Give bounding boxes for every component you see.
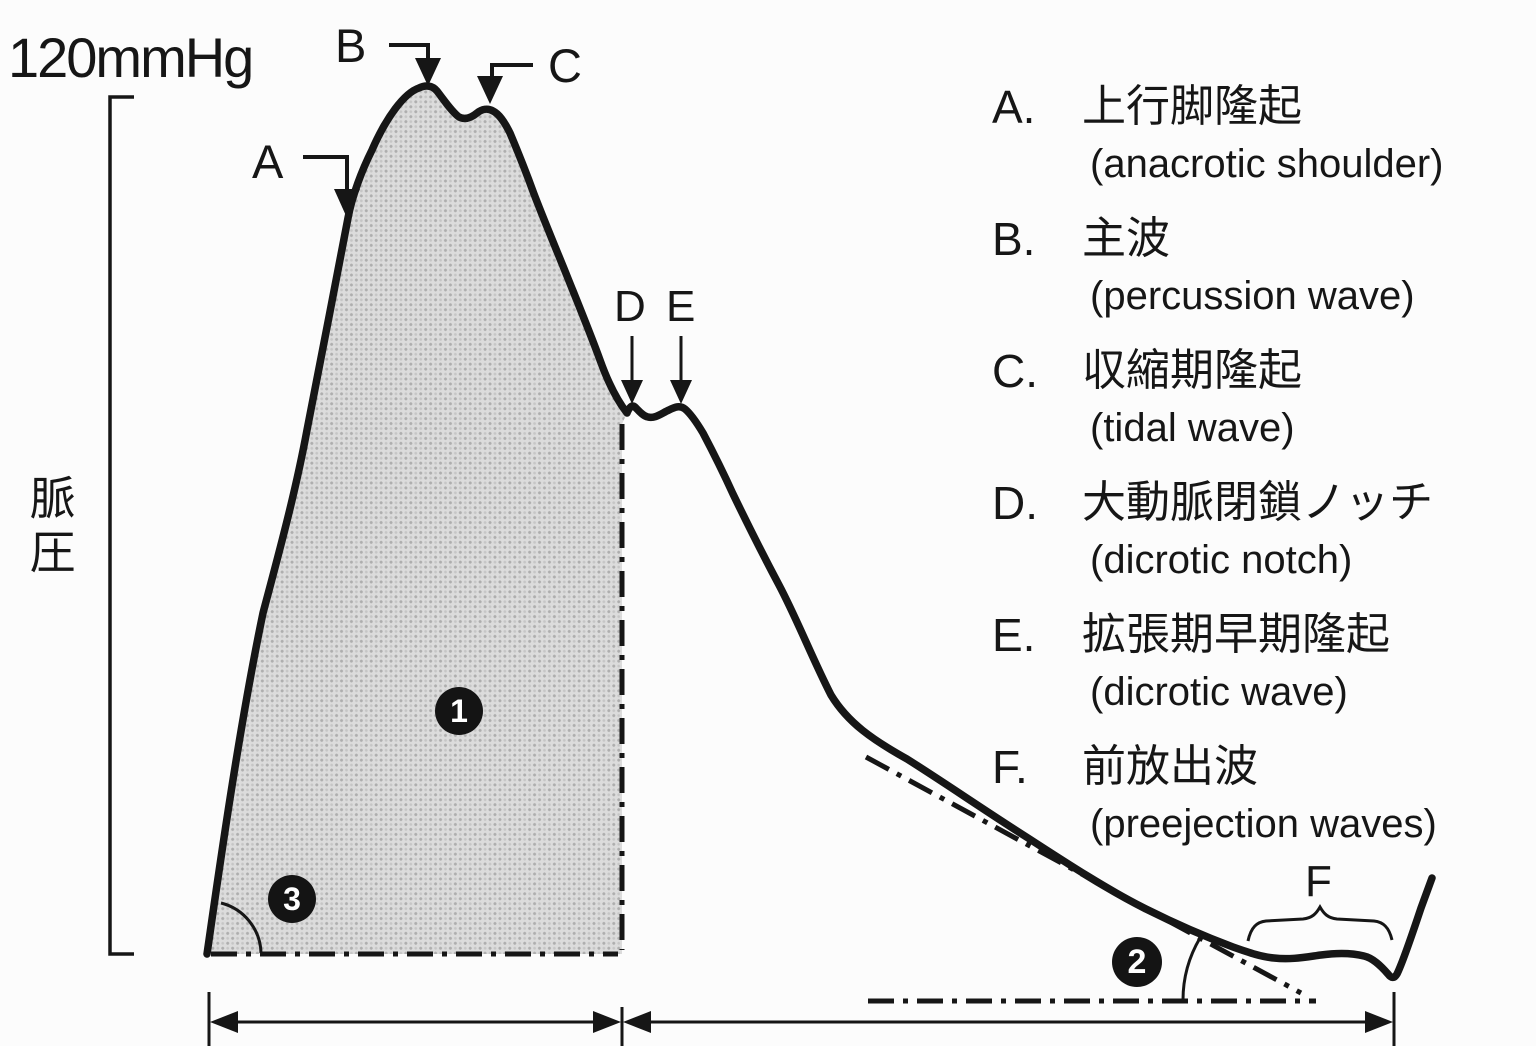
- legend-item-dicrotic-wave: E. 拡張期早期隆起 (dicrotic wave): [992, 610, 1492, 715]
- pointer-line-b: [389, 43, 430, 61]
- legend-japanese-term: 主波: [1082, 214, 1170, 263]
- systole-arrowhead-right-icon: [593, 1011, 621, 1033]
- legend-japanese-term: 大動脈閉鎖ノッチ: [1082, 478, 1434, 527]
- legend-english-term: (tidal wave): [1090, 406, 1295, 450]
- pointer-line-a: [303, 155, 349, 192]
- legend-japanese-term: 前放出波: [1082, 742, 1258, 791]
- point-label-c: C: [548, 39, 582, 92]
- pulse-waveform-curve: [203, 82, 1436, 982]
- badge-upstroke-angle: 3: [268, 875, 316, 923]
- badge-diastolic-angle: 2: [1112, 937, 1162, 987]
- legend-english-term: (preejection waves): [1090, 802, 1437, 846]
- point-label-d: D: [614, 282, 646, 331]
- legend-japanese-term: 収縮期隆起: [1082, 346, 1302, 395]
- legend: A. 上行脚隆起 (anacrotic shoulder) B. 主波 (per…: [992, 82, 1492, 874]
- legend-japanese-term: 拡張期早期隆起: [1082, 610, 1390, 659]
- legend-item-anacrotic-shoulder: A. 上行脚隆起 (anacrotic shoulder): [992, 82, 1492, 187]
- legend-item-tidal-wave: C. 収縮期隆起 (tidal wave): [992, 346, 1492, 451]
- badge-systolic-area: 1: [435, 687, 483, 735]
- pulse-pressure-axis-label: 脈圧: [23, 474, 76, 582]
- legend-item-dicrotic-notch: D. 大動脈閉鎖ノッチ (dicrotic notch): [992, 478, 1492, 583]
- systolic-area-shading: [207, 86, 627, 955]
- legend-english-term: (dicrotic notch): [1090, 538, 1353, 582]
- pressure-scale-label: 120mmHg: [8, 26, 254, 89]
- legend-letter: F.: [992, 741, 1028, 793]
- legend-english-term: (anacrotic shoulder): [1090, 142, 1444, 186]
- upstroke-angle-arc: [220, 901, 263, 954]
- legend-english-term: (dicrotic wave): [1090, 670, 1348, 714]
- descending-angle-arc: [1181, 937, 1202, 1001]
- legend-letter: E.: [992, 609, 1036, 661]
- legend-letter: C.: [992, 345, 1038, 397]
- point-label-f: F: [1305, 857, 1332, 906]
- legend-item-preejection-waves: F. 前放出波 (preejection waves): [992, 742, 1492, 847]
- legend-english-term: (percussion wave): [1090, 274, 1415, 318]
- point-label-e: E: [666, 282, 696, 331]
- arrowhead-c-icon: [477, 76, 503, 104]
- arrowhead-b-icon: [415, 58, 441, 86]
- point-label-a: A: [252, 135, 284, 188]
- preejection-brace-icon: [1246, 903, 1394, 942]
- diastole-arrowhead-right-icon: [1365, 1011, 1393, 1033]
- diastole-arrowhead-left-icon: [623, 1011, 651, 1033]
- arrowhead-a-icon: [334, 189, 360, 218]
- arrowhead-d-icon: [621, 380, 643, 404]
- arrowhead-e-icon: [670, 380, 692, 404]
- pressure-bracket: [108, 95, 134, 956]
- pointer-line-c: [490, 63, 533, 79]
- legend-japanese-term: 上行脚隆起: [1082, 82, 1302, 131]
- legend-item-percussion-wave: B. 主波 (percussion wave): [992, 214, 1492, 319]
- point-label-b: B: [335, 19, 367, 72]
- systole-arrowhead-left-icon: [210, 1011, 238, 1033]
- legend-letter: A.: [992, 81, 1036, 133]
- legend-letter: D.: [992, 477, 1038, 529]
- legend-letter: B.: [992, 213, 1036, 265]
